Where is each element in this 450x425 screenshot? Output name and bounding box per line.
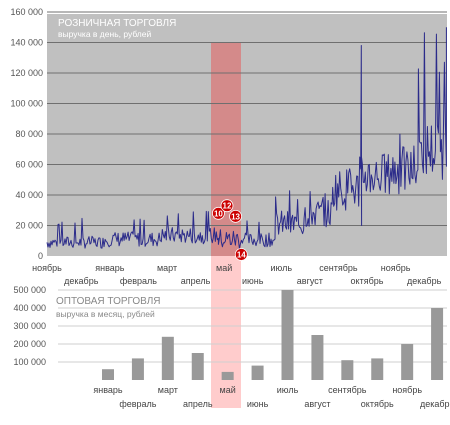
bar-chart-title: ОПТОВАЯ ТОРГОВЛЯ [56,296,161,307]
wholesale-bars [102,290,444,380]
bar [341,360,354,380]
line-y-tick: 120 000 [10,68,43,78]
bar [371,358,384,380]
bar [311,335,324,380]
line-y-tick-labels: 0 20 000 40 000 60 000 80 000 100 000 120 000 1… [10,7,43,261]
bar-month-label: апрель [183,399,213,409]
line-month-label: май [216,263,232,273]
line-chart-title: РОЗНИЧНАЯ ТОРГОВЛЯ [58,18,176,29]
line-grid [47,11,447,226]
bar [161,336,174,380]
line-month-label: июль [271,263,293,273]
bar-y-tick: 400 000 [13,303,46,313]
bar-y-tick: 200 000 [13,339,46,349]
bar-y-tick: 500 000 [13,285,46,295]
annotation-label: 10 [214,209,223,218]
line-month-label: декабрь [407,276,442,286]
bar-month-label: июль [277,385,299,395]
annotation-label: 14 [237,250,246,259]
line-month-label: ноябрь [32,263,62,273]
retail-line-series [46,27,447,249]
line-y-tick: 0 [38,251,43,261]
line-month-label: ноябрь [381,263,411,273]
bar-month-label: август [304,399,330,409]
annotation-marker [229,209,242,223]
bar-y-tick: 100 000 [13,357,46,367]
line-month-label: июнь [242,276,264,286]
line-month-label: март [157,263,177,273]
bar-month-label: октябрь [361,399,394,409]
bar [102,369,114,380]
bar-month-label: январь [93,385,123,395]
line-month-label: февраль [120,276,157,286]
bar-month-label: ноябрь [392,385,422,395]
bar [251,365,264,380]
bar [221,371,234,380]
line-y-tick: 100 000 [10,99,43,109]
bar-month-label: март [158,385,178,395]
bar [281,290,294,380]
line-panel-background [47,14,447,256]
bar [191,353,204,380]
bar [131,358,144,380]
bar-chart-subtitle: выручка в месяц, рублей [56,309,155,319]
line-y-tick: 60 000 [15,160,43,170]
annotation-label: 13 [231,212,240,221]
highlight-band-on-panel [211,42,241,256]
bar-month-label: февраль [119,399,156,409]
bar-y-tick: 300 000 [13,321,46,331]
line-month-label: август [297,276,323,286]
line-month-label: апрель [181,276,211,286]
line-y-tick: 80 000 [15,129,43,139]
annotation-label: 12 [223,202,232,211]
line-month-label: сентябрь [319,263,358,273]
line-month-labels: ноябрьдекабрьянварьфевральмартапрельмайи… [32,263,441,286]
line-y-tick: 140 000 [10,38,43,48]
bar-y-tick-labels: 100 000 200 000 300 000 400 000 500 000 [13,285,46,367]
annotation-marker [220,199,234,213]
bar [401,344,414,380]
bar-month-label: июнь [247,399,269,409]
bar-month-label: май [220,385,236,395]
bar-month-label: сентябрь [328,385,367,395]
line-month-label: январь [95,263,125,273]
line-month-label: декабрь [64,276,99,286]
line-y-tick: 40 000 [15,190,43,200]
annotation-marker [234,248,248,261]
bar [431,308,444,380]
annotation-marker [212,206,225,220]
bar-month-label: декабрь [420,399,450,409]
line-y-tick: 160 000 [10,7,43,17]
line-chart-subtitle: выручка в день, рублей [58,29,151,39]
line-month-label: октябрь [351,276,384,286]
line-y-tick: 20 000 [15,221,43,231]
